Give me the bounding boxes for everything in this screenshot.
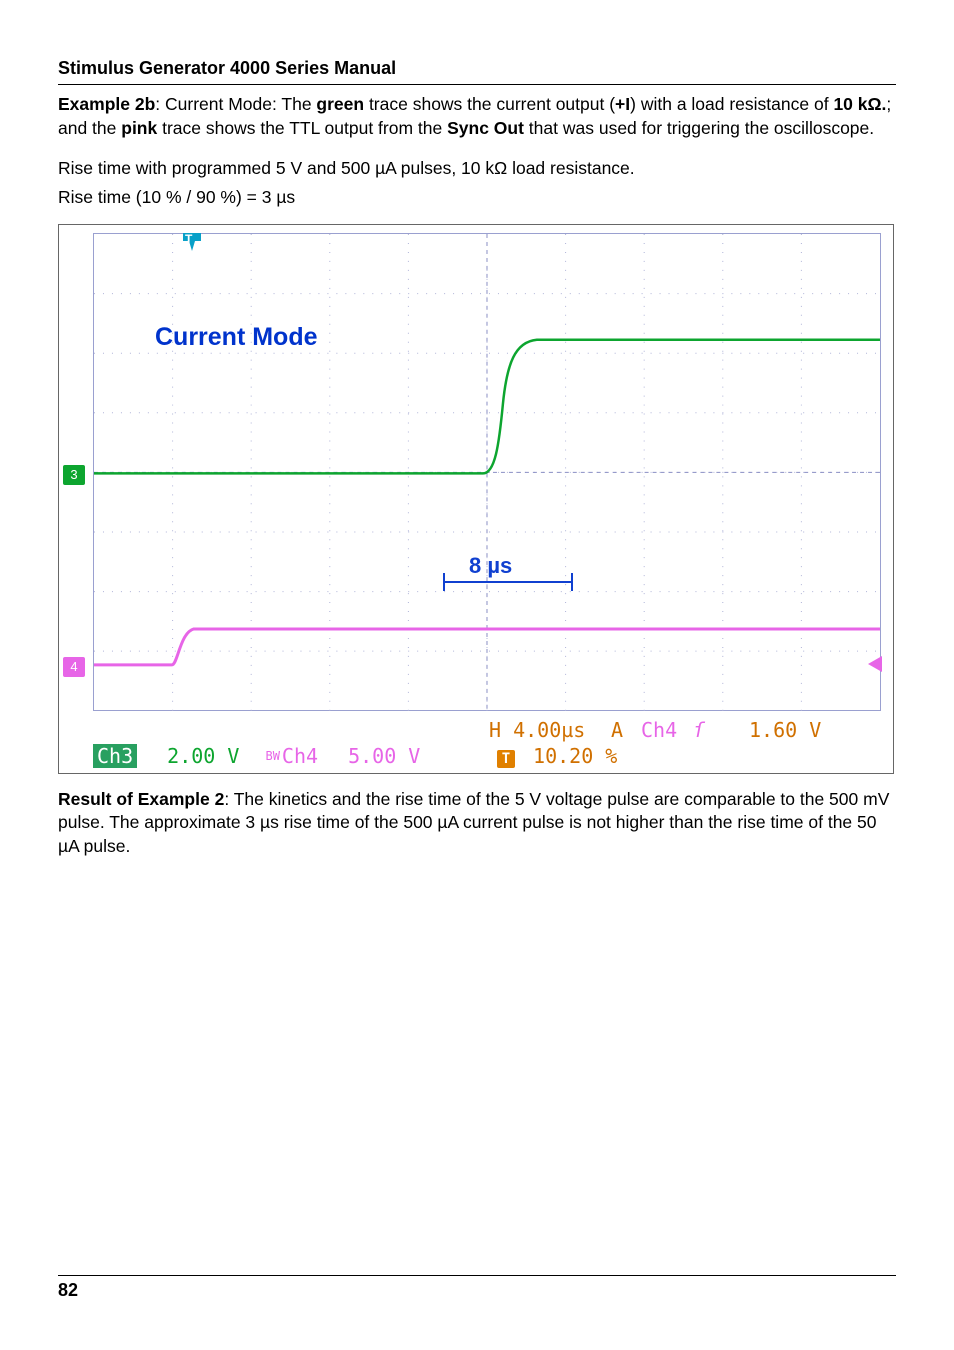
ch4-ground-arrow-icon: [868, 656, 882, 672]
scope-graticule: [93, 233, 881, 711]
ch3-badge: 3: [63, 465, 85, 485]
rise-line-2: Rise time (10 % / 90 %) = 3 µs: [58, 186, 896, 210]
trig-pos-value: 10.20 %: [533, 744, 617, 768]
bw-icon: BW: [265, 749, 279, 763]
t: ) with a load resistance of: [630, 94, 833, 114]
t: : Current Mode: The: [155, 94, 316, 114]
sync-out: Sync Out: [447, 118, 524, 138]
trigger-marker-label: T: [185, 231, 192, 247]
current-mode-label: Current Mode: [155, 321, 318, 355]
eight-us-bar: [443, 581, 573, 583]
doc-header: Stimulus Generator 4000 Series Manual: [58, 56, 896, 85]
ch4-footer-label: Ch4: [282, 744, 318, 768]
ch3-footer-label: Ch3: [93, 744, 137, 768]
example-label: Example 2b: [58, 94, 155, 114]
footer-rule: [58, 1275, 896, 1277]
result-label: Result of Example 2: [58, 789, 224, 809]
result-paragraph: Result of Example 2: The kinetics and th…: [58, 788, 896, 859]
t: trace shows the TTL output from the: [157, 118, 447, 138]
ch4-badge: 4: [63, 657, 85, 677]
ten-k: 10 kΩ.: [833, 94, 886, 114]
trig-pos-badge: T: [497, 750, 515, 768]
ch4-scale: 5.00 V: [348, 744, 420, 768]
pink-word: pink: [121, 118, 157, 138]
trig-a: A: [611, 717, 623, 744]
green-word: green: [316, 94, 364, 114]
pink-trace: [94, 234, 880, 711]
green-trace: [94, 234, 880, 711]
scope-footer: H 4.00µs A Ch4 ſ 1.60 V Ch3 2.00 V BWCh4…: [93, 717, 881, 767]
ch3-scale: 2.00 V: [167, 744, 239, 768]
page-number: 82: [58, 1278, 78, 1302]
timebase: H 4.00µs: [489, 717, 585, 744]
trig-edge-icon: ſ: [693, 717, 705, 744]
eight-us-label: 8 µs: [469, 551, 512, 581]
t: trace shows the current output (: [364, 94, 615, 114]
t: that was used for triggering the oscillo…: [524, 118, 874, 138]
trig-level: 1.60 V: [749, 717, 821, 744]
rise-line-1: Rise time with programmed 5 V and 500 µA…: [58, 157, 896, 181]
trig-source: Ch4: [641, 717, 677, 744]
grid-svg: [94, 234, 880, 711]
plus-i: +I: [615, 94, 630, 114]
example-2b-paragraph: Example 2b: Current Mode: The green trac…: [58, 93, 896, 140]
oscilloscope-figure: T Current Mode 8 µs 3 4 H 4.00µs A Ch4 ſ…: [58, 224, 894, 774]
